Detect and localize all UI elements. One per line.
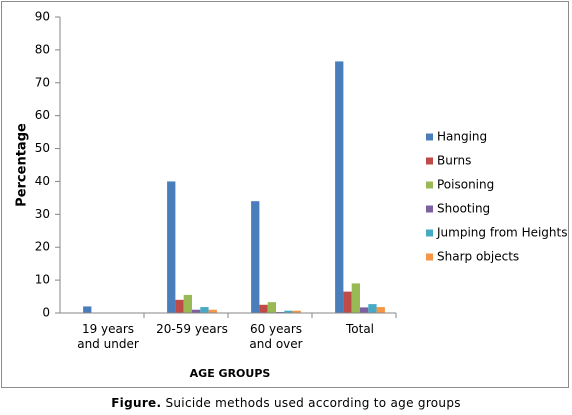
bar bbox=[368, 304, 377, 313]
bar bbox=[267, 302, 276, 313]
legend-label: Jumping from Heights bbox=[436, 226, 567, 240]
bar bbox=[167, 181, 176, 313]
legend-label: Sharp objects bbox=[437, 250, 519, 264]
x-tick-label: 19 years and under bbox=[77, 322, 139, 351]
x-tick-label: 60 years and over bbox=[249, 322, 303, 351]
caption: Figure. Suicide methods used according t… bbox=[0, 396, 572, 410]
y-tick-label: 50 bbox=[35, 141, 50, 155]
y-tick-label: 80 bbox=[35, 42, 50, 56]
legend-swatch bbox=[426, 205, 433, 213]
y-tick-label: 40 bbox=[35, 174, 50, 188]
bar bbox=[335, 61, 344, 314]
bar bbox=[360, 307, 369, 313]
bar bbox=[208, 309, 217, 313]
bar bbox=[175, 299, 184, 313]
bar bbox=[251, 201, 260, 313]
y-tick-label: 60 bbox=[35, 108, 50, 122]
bar bbox=[259, 304, 268, 313]
legend-swatch bbox=[426, 229, 433, 237]
x-tick-label: Total bbox=[345, 322, 375, 336]
y-tick-label: 30 bbox=[35, 207, 50, 221]
bar bbox=[292, 310, 301, 313]
legend-label: Hanging bbox=[437, 130, 487, 144]
caption-text: Suicide methods used according to age gr… bbox=[165, 396, 461, 410]
bar bbox=[200, 307, 209, 313]
y-tick-label: 90 bbox=[35, 10, 50, 24]
y-tick-label: 10 bbox=[35, 273, 50, 287]
y-axis-label: Percentage bbox=[15, 123, 30, 207]
x-tick-label: 20-59 years bbox=[156, 322, 228, 336]
bar bbox=[343, 291, 352, 313]
bar bbox=[284, 310, 293, 313]
legend-swatch bbox=[426, 181, 433, 189]
y-tick-label: 70 bbox=[35, 75, 50, 89]
x-axis-label: AGE GROUPS bbox=[190, 367, 271, 380]
legend-label: Shooting bbox=[437, 202, 490, 216]
legend-swatch bbox=[426, 253, 433, 261]
legend-label: Burns bbox=[437, 154, 471, 168]
caption-label: Figure. bbox=[111, 396, 162, 410]
bar bbox=[183, 294, 192, 313]
legend-label: Poisoning bbox=[437, 178, 494, 192]
chart-border bbox=[1, 1, 569, 388]
bar bbox=[376, 307, 385, 313]
legend-swatch bbox=[426, 133, 433, 141]
legend-swatch bbox=[426, 157, 433, 165]
bar bbox=[351, 283, 360, 313]
bar bbox=[192, 309, 201, 313]
bar bbox=[83, 306, 92, 313]
y-tick-label: 0 bbox=[42, 306, 50, 320]
y-tick-label: 20 bbox=[35, 240, 50, 254]
